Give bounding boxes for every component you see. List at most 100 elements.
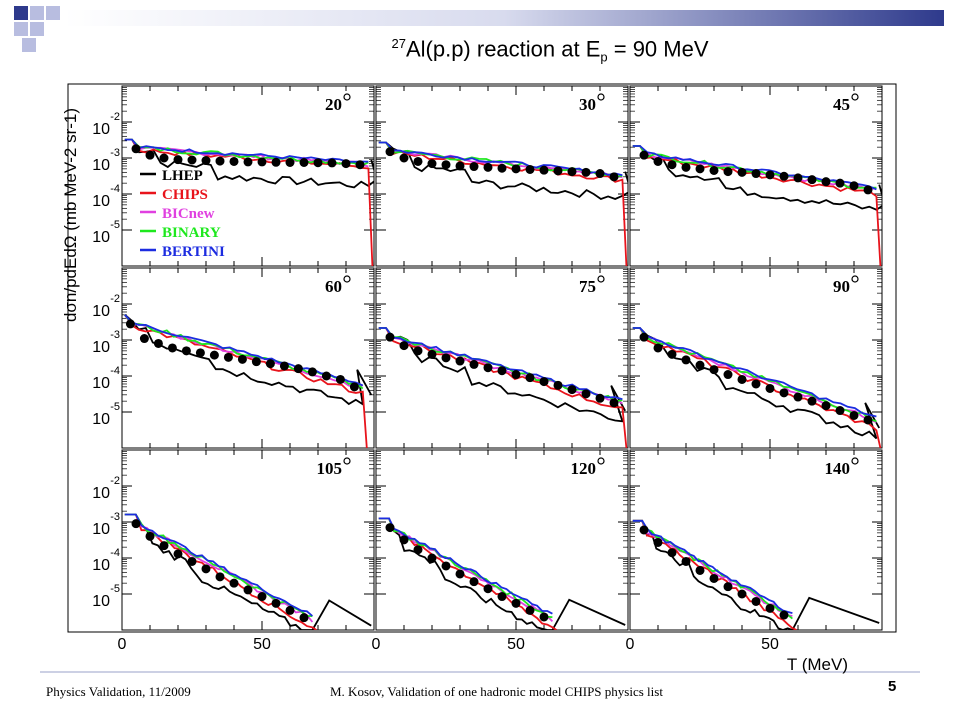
- data-point: [209, 350, 219, 360]
- data-point: [271, 598, 281, 608]
- legend-label-chips: CHIPS: [162, 187, 208, 203]
- y-tick-label: 10: [92, 593, 110, 610]
- data-point: [667, 160, 677, 170]
- data-point: [709, 573, 719, 583]
- x-tick-label: 0: [118, 636, 127, 653]
- panel-105: 105: [121, 449, 375, 631]
- series-bertini-line: [632, 327, 877, 418]
- footer-left: Physics Validation, 11/2009: [46, 684, 191, 699]
- data-point: [765, 383, 775, 393]
- data-point: [511, 164, 521, 174]
- data-point: [525, 164, 535, 174]
- y-tick-exponent: -5: [110, 219, 120, 231]
- logo-square: [30, 22, 44, 36]
- data-point: [639, 332, 649, 342]
- panel-75: 75: [375, 267, 629, 449]
- data-point: [229, 156, 239, 166]
- data-point: [695, 565, 705, 575]
- degree-icon: [851, 93, 859, 101]
- data-point: [681, 556, 691, 566]
- data-point: [821, 177, 831, 187]
- data-point: [441, 561, 451, 571]
- slide-number: 5: [888, 678, 897, 695]
- data-point: [779, 388, 789, 398]
- logo-square: [22, 38, 36, 52]
- panel-60: 60: [121, 267, 375, 449]
- data-point: [567, 385, 577, 395]
- data-point: [639, 150, 649, 160]
- data-point: [737, 167, 747, 177]
- degree-icon: [597, 457, 605, 465]
- data-point: [737, 374, 747, 384]
- data-point: [251, 357, 261, 367]
- y-tick-exponent: -5: [110, 583, 120, 595]
- data-point: [595, 393, 605, 403]
- y-tick-exponent: -4: [110, 365, 120, 377]
- series-lhep-line: [632, 519, 880, 630]
- y-tick-exponent: -2: [110, 475, 120, 487]
- data-point: [723, 370, 733, 380]
- x-tick-label: 0: [626, 636, 635, 653]
- series-bertini-line: [124, 513, 313, 617]
- data-point: [187, 155, 197, 165]
- y-tick-label: 10: [92, 303, 110, 320]
- data-point: [581, 167, 591, 177]
- y-tick-label: 10: [92, 193, 110, 210]
- series-lhep-line: [378, 327, 626, 423]
- data-point: [609, 398, 619, 408]
- data-point: [153, 338, 163, 348]
- data-point: [497, 163, 507, 173]
- x-tick-label: 0: [372, 636, 381, 653]
- y-tick-exponent: -5: [110, 401, 120, 413]
- data-point: [385, 523, 395, 533]
- data-point: [201, 156, 211, 166]
- series-bertini-line: [378, 141, 623, 177]
- panel-frame: [121, 85, 375, 267]
- data-point: [793, 173, 803, 183]
- data-point: [511, 598, 521, 608]
- data-point: [257, 592, 267, 602]
- data-point: [525, 373, 535, 383]
- data-point: [441, 160, 451, 170]
- data-point: [483, 162, 493, 172]
- y-tick-label: 10: [92, 485, 110, 502]
- data-point: [299, 613, 309, 623]
- data-point: [511, 370, 521, 380]
- data-point: [257, 157, 267, 167]
- data-point: [553, 380, 563, 390]
- data-point: [863, 415, 873, 425]
- data-point: [709, 165, 719, 175]
- panel-30: 30: [375, 85, 629, 267]
- y-tick-label: 10: [92, 375, 110, 392]
- data-point: [553, 166, 563, 176]
- data-point: [413, 156, 423, 166]
- data-point: [469, 577, 479, 587]
- data-point: [413, 346, 423, 356]
- data-point: [849, 410, 859, 420]
- data-point: [807, 396, 817, 406]
- panel-angle-label: 140: [825, 459, 851, 478]
- series-lhep-line: [632, 327, 880, 440]
- data-point: [327, 158, 337, 168]
- x-tick-label: 50: [253, 636, 271, 653]
- data-point: [821, 401, 831, 411]
- data-point: [483, 363, 493, 373]
- data-point: [609, 172, 619, 182]
- data-point: [385, 332, 395, 342]
- legend-label-bertini: BERTINI: [162, 244, 225, 260]
- logo-square: [30, 6, 44, 20]
- data-point: [285, 605, 295, 615]
- data-point: [427, 553, 437, 563]
- data-point: [195, 348, 205, 358]
- figure-frame: [67, 83, 897, 633]
- data-point: [695, 164, 705, 174]
- panel-angle-label: 45: [833, 95, 850, 114]
- data-point: [229, 578, 239, 588]
- y-tick-exponent: -2: [110, 293, 120, 305]
- data-point: [539, 165, 549, 175]
- panel-angle-label: 60: [325, 277, 342, 296]
- y-tick-label: 10: [92, 521, 110, 538]
- x-axis-label: T (MeV): [787, 655, 848, 674]
- data-point: [807, 175, 817, 185]
- y-tick-exponent: -3: [110, 511, 120, 523]
